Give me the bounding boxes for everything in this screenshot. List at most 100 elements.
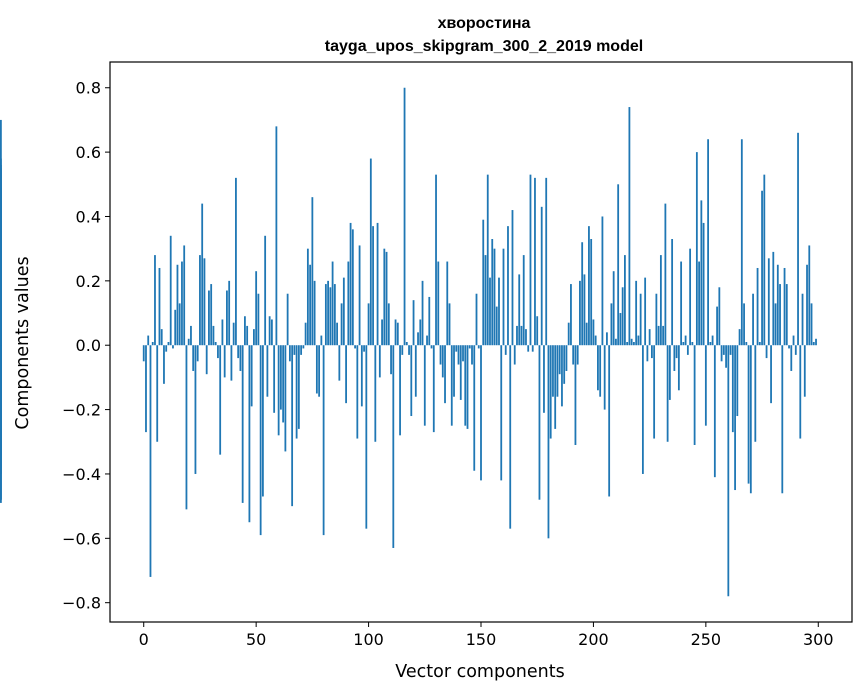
bar	[776, 264, 779, 346]
bar	[347, 261, 350, 346]
bar	[480, 345, 482, 481]
bar	[432, 345, 435, 433]
bar	[302, 345, 305, 349]
bar	[196, 345, 199, 362]
bar	[248, 345, 251, 523]
bar	[333, 284, 336, 346]
bar	[486, 174, 489, 346]
bar	[736, 345, 739, 417]
bar	[581, 242, 584, 346]
bar	[183, 245, 186, 346]
bar	[453, 345, 455, 397]
bar	[718, 287, 721, 346]
bar	[713, 345, 716, 478]
y-tick-label: −0.8	[62, 594, 101, 613]
bar	[482, 219, 485, 346]
bar	[219, 345, 222, 455]
bar	[536, 316, 539, 346]
bar	[381, 319, 383, 346]
bar	[729, 345, 732, 355]
bar	[275, 126, 278, 346]
bar	[504, 345, 507, 355]
bar	[286, 293, 289, 346]
bar	[392, 345, 395, 548]
bar	[659, 255, 662, 346]
bar	[167, 342, 170, 346]
bar	[363, 345, 365, 352]
bar	[205, 345, 208, 375]
bar	[235, 177, 237, 346]
bar	[178, 303, 181, 346]
bar	[554, 345, 557, 429]
bar	[441, 345, 444, 378]
bar	[574, 345, 577, 445]
bar	[563, 345, 566, 384]
bar	[468, 345, 471, 349]
y-axis-label: Components values	[13, 256, 33, 429]
bar	[606, 332, 608, 346]
bar	[610, 303, 613, 346]
bar	[473, 345, 476, 471]
bar	[282, 345, 285, 423]
bar	[268, 316, 271, 346]
bar	[547, 345, 550, 539]
bar	[345, 345, 347, 404]
bar	[360, 345, 363, 407]
bar	[671, 239, 674, 346]
bar	[686, 345, 689, 355]
bar	[633, 342, 635, 346]
bar	[615, 338, 617, 346]
bar	[734, 345, 736, 491]
bar	[538, 345, 541, 500]
bar	[806, 264, 808, 346]
bar	[812, 342, 815, 346]
bar	[430, 345, 433, 349]
bar	[194, 345, 197, 474]
bar	[666, 345, 669, 442]
bar	[668, 345, 671, 400]
bars-group	[0, 87, 817, 597]
bar	[385, 251, 388, 346]
bar	[327, 280, 329, 346]
bar	[770, 345, 772, 404]
bar	[376, 222, 379, 346]
bar	[576, 345, 579, 365]
bar	[567, 322, 570, 346]
bar	[244, 316, 246, 346]
bar	[212, 325, 215, 346]
bar	[228, 280, 231, 346]
bar	[747, 345, 750, 484]
bar	[414, 345, 417, 397]
y-tick-label: −0.6	[62, 529, 101, 548]
bar	[230, 345, 233, 381]
bar	[201, 203, 204, 346]
bar	[203, 258, 206, 346]
bar	[527, 345, 530, 352]
bar	[722, 345, 725, 355]
bar	[369, 158, 372, 346]
x-tick-label: 150	[466, 630, 497, 649]
bar	[288, 345, 291, 362]
bar	[790, 345, 793, 371]
bar	[320, 335, 323, 346]
bar	[495, 306, 498, 346]
bar	[160, 329, 163, 346]
bar	[588, 226, 590, 346]
bar	[313, 280, 316, 346]
x-tick-label: 200	[578, 630, 609, 649]
x-tick-label: 0	[139, 630, 149, 649]
bar	[172, 345, 174, 349]
bar	[437, 261, 440, 346]
bar	[797, 132, 799, 346]
bar	[695, 152, 698, 346]
bar	[801, 293, 804, 346]
bar	[691, 342, 694, 346]
x-axis-ticks: 0 50 100 150 200 250 300	[139, 622, 834, 649]
bar	[279, 345, 282, 410]
bar	[612, 271, 615, 346]
bar	[628, 107, 631, 346]
bar	[477, 345, 480, 349]
bar	[423, 345, 426, 426]
bar	[702, 222, 705, 346]
bar	[190, 325, 192, 346]
